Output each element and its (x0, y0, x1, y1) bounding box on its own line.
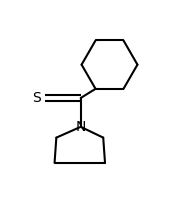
Text: N: N (76, 120, 86, 134)
Text: S: S (32, 91, 41, 105)
